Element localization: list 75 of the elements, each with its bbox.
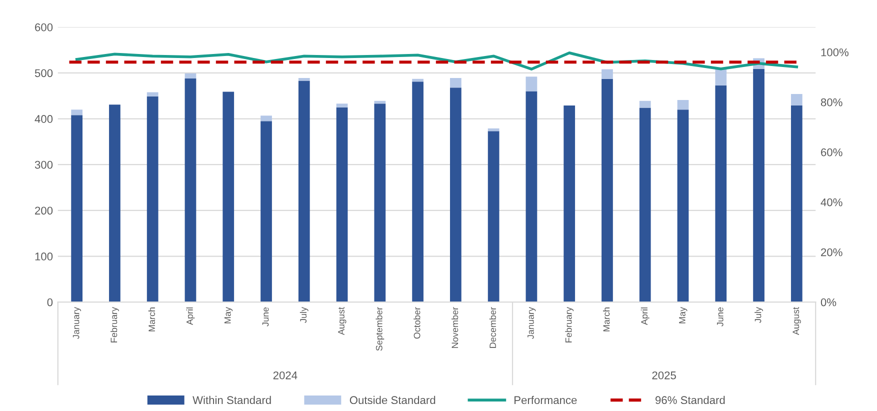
x-tick-label: December (489, 307, 496, 348)
y2-tick-label: 40% (820, 198, 842, 206)
bar (639, 108, 651, 302)
bar (677, 100, 689, 110)
x-tick-label: October (414, 307, 420, 339)
y2-tick-label: 80% (820, 98, 842, 106)
bar (109, 104, 120, 302)
text: 2024 (273, 371, 298, 380)
bar (374, 100, 386, 104)
text: 2025 (652, 371, 676, 380)
y2-tick-label: 100% (821, 48, 848, 56)
x-tick-label: April (186, 308, 195, 325)
x-tick-label: February (565, 306, 574, 342)
y-tick-label: 200 (35, 206, 53, 215)
x-tick-label: July (754, 306, 763, 323)
bar (184, 73, 196, 78)
x-tick-label: May (224, 306, 233, 324)
x-tick-label: January (528, 306, 536, 339)
y-tick-label: 100 (35, 252, 53, 260)
x-tick-label: August (792, 307, 801, 336)
legend-label: 96% Standard (656, 396, 725, 404)
y-tick-label: 0 (47, 298, 53, 306)
x-tick-label: June (262, 307, 269, 326)
y-tick-label: 500 (34, 69, 53, 78)
bar (450, 78, 462, 88)
x-tick-label: March (148, 308, 156, 332)
bar (488, 128, 500, 132)
bar (602, 69, 613, 79)
bar (222, 92, 234, 302)
x-tick-label: November (451, 307, 458, 348)
bar (298, 80, 310, 302)
bar (412, 78, 424, 82)
bar (715, 69, 727, 86)
y-tick-label: 600 (35, 23, 53, 32)
bar (336, 104, 348, 108)
bar (602, 78, 613, 302)
y2-tick-label: 60% (821, 148, 842, 156)
bar (336, 107, 348, 302)
x-tick-label: June (717, 307, 724, 326)
bar (526, 91, 538, 302)
bar (298, 78, 310, 81)
legend-label: Within Standard (192, 396, 271, 404)
bar (488, 131, 500, 302)
x-tick-label: April (640, 308, 650, 325)
bar (412, 82, 424, 302)
bar (184, 78, 196, 302)
x-tick-label: March (603, 308, 610, 332)
bar (146, 92, 158, 96)
bar (639, 100, 651, 108)
x-tick-label: September (376, 307, 384, 351)
x-tick-label: May (679, 306, 688, 324)
legend-label: Performance (514, 396, 577, 404)
bar (260, 121, 272, 302)
x-tick-label: January (72, 306, 82, 339)
bar (450, 88, 462, 302)
bar (677, 110, 689, 302)
bar (790, 94, 802, 106)
bar (715, 85, 727, 302)
bar (374, 104, 386, 302)
y-tick-label: 300 (34, 160, 53, 169)
bar (146, 96, 158, 302)
x-tick-label: August (338, 307, 346, 336)
bar (753, 68, 764, 302)
bar (260, 116, 272, 122)
x-tick-label: July (300, 306, 308, 323)
y-tick-label: 400 (34, 115, 53, 123)
y2-tick-label: 20% (821, 248, 842, 256)
bar (71, 110, 83, 116)
bar (71, 115, 83, 302)
legend-label: Outside Standard (350, 396, 436, 404)
y2-tick-label: 0% (820, 298, 836, 306)
x-tick-label: February (110, 306, 119, 342)
bar (564, 105, 576, 302)
bar (526, 76, 538, 92)
bar (790, 105, 802, 302)
